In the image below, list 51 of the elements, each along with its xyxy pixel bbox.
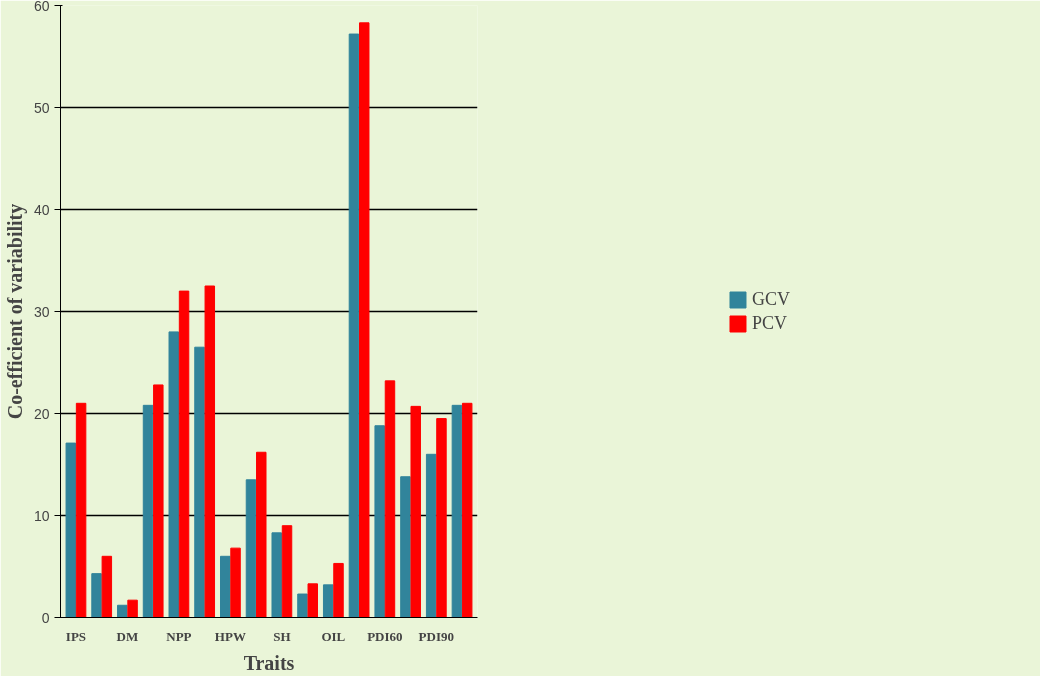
bar [322,584,334,618]
bar [117,604,128,618]
bar [178,290,190,618]
bar [461,402,473,618]
y-tick-label: 20 [33,405,50,422]
bar [127,599,138,618]
bar [256,451,267,618]
x-tick-label: DM [116,628,139,644]
bar [307,583,318,618]
bar [75,402,87,618]
bar [230,547,241,618]
bar [271,532,282,618]
bar [333,562,344,618]
x-tick-label: IPS [65,628,87,644]
bar [451,404,463,618]
y-tick-label: 10 [33,507,50,524]
bar [245,479,257,618]
bar [194,346,205,618]
bar [384,380,396,618]
x-tick-label: NPP [166,628,192,644]
bar [153,384,164,618]
legend-label: PCV [751,312,788,334]
y-tick-label: 40 [33,201,50,218]
bar [297,593,308,618]
y-axis-title: Co-efficient of variability [3,203,27,420]
bar [65,442,77,618]
bar [348,33,360,618]
bar [400,476,411,618]
y-tick-label: 30 [33,303,50,320]
bar [220,555,231,618]
bar [425,453,437,618]
y-tick-label: 60 [33,0,50,14]
bar [142,404,154,618]
bar [436,418,447,618]
bar [410,405,421,618]
bar [204,285,216,618]
bar [374,425,385,618]
bar [101,555,113,618]
y-tick-label: 50 [33,99,50,116]
x-tick-label: PDI90 [418,628,455,644]
bar [168,331,179,618]
x-tick-label: OIL [321,628,346,644]
x-tick-label: PDI60 [367,628,403,644]
x-tick-label: HPW [214,628,246,644]
bar [359,22,370,618]
y-tick-label: 0 [41,609,50,626]
bar [91,573,102,618]
x-axis-title: Traits [243,651,295,674]
x-tick-label: SH [273,628,291,644]
bar [281,525,293,618]
legend-label: GCV [751,288,791,310]
